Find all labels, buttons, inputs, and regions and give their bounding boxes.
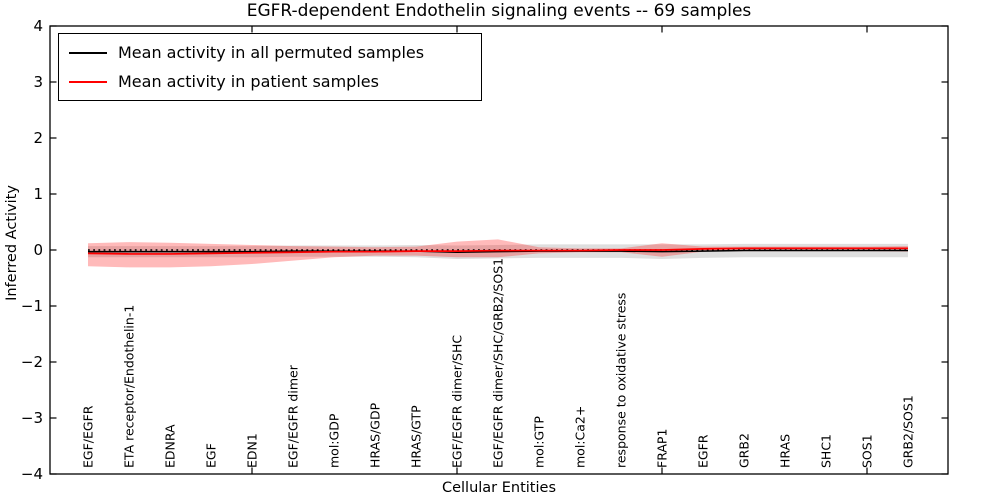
x-category-label: ETA receptor/Endothelin-1: [122, 305, 137, 468]
x-category-label: EGFR: [696, 434, 711, 468]
y-tick-label: −4: [21, 465, 43, 483]
y-tick-label: −3: [21, 409, 43, 427]
legend-item-permuted: Mean activity in all permuted samples: [67, 38, 473, 67]
y-tick-label: 1: [33, 185, 43, 203]
x-category-label: SHC1: [819, 434, 834, 468]
x-category-label: mol:Ca2+: [573, 406, 588, 468]
y-tick-label: 0: [33, 241, 43, 259]
x-category-label: mol:GDP: [327, 413, 342, 468]
x-category-label: HRAS: [778, 434, 793, 468]
x-category-label: EGF/EGFR dimer/SHC/GRB2/SOS1: [491, 258, 506, 468]
patient-mean-line: [87, 247, 908, 255]
legend-item-patient: Mean activity in patient samples: [67, 67, 473, 96]
x-category-label: HRAS/GDP: [368, 402, 383, 468]
x-category-label: EGF/EGFR dimer: [286, 364, 301, 468]
permuted-line-swatch: [69, 51, 107, 54]
y-tick-label: 3: [33, 73, 43, 91]
x-category-label: EGF/EGFR dimer/SHC: [450, 335, 465, 468]
y-tick-label: −1: [21, 297, 43, 315]
x-category-label: EGF: [204, 443, 219, 468]
x-category-label: EDN1: [245, 433, 260, 468]
y-tick-label: 2: [33, 129, 43, 147]
x-category-label: FRAP1: [655, 429, 670, 468]
x-axis-label: Cellular Entities: [441, 480, 557, 496]
y-tick-label: −2: [21, 353, 43, 371]
x-category-label: GRB2: [737, 433, 752, 468]
legend-label-patient: Mean activity in patient samples: [118, 72, 379, 91]
x-category-label: mol:GTP: [532, 416, 547, 468]
chart-title: EGFR-dependent Endothelin signaling even…: [246, 1, 752, 21]
x-category-label: response to oxidative stress: [614, 293, 629, 468]
permuted-mean-line: [88, 249, 908, 253]
x-category-label: EGF/EGFR: [81, 405, 96, 468]
x-category-label: GRB2/SOS1: [901, 395, 916, 468]
legend-label-permuted: Mean activity in all permuted samples: [118, 43, 425, 62]
legend: Mean activity in all permuted samples Me…: [58, 33, 482, 101]
x-category-label: EDNRA: [163, 424, 178, 468]
x-category-label: HRAS/GTP: [409, 405, 424, 468]
patient-line-swatch: [69, 80, 107, 83]
y-tick-label: 4: [33, 17, 43, 35]
patient-std-band: [88, 239, 908, 268]
x-category-label: SOS1: [860, 434, 875, 468]
